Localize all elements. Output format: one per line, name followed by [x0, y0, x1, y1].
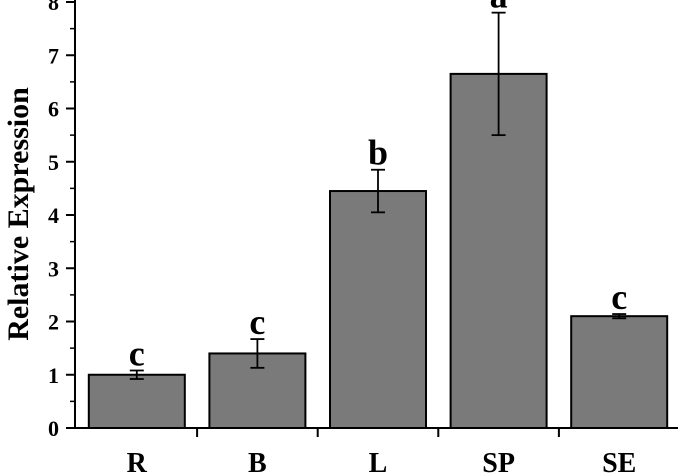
bar-l	[329, 190, 427, 429]
x-axis-ticks: R B L SP SE	[127, 428, 636, 475]
x-tick-label: L	[369, 448, 388, 475]
x-tick-label: R	[127, 448, 148, 475]
x-tick-label: B	[248, 448, 267, 475]
significance-letter: c	[611, 277, 627, 317]
significance-letters: c c b a c	[129, 0, 627, 373]
y-tick-label: 2	[48, 310, 59, 335]
significance-letter: c	[129, 333, 145, 373]
y-tick-label: 8	[48, 0, 59, 15]
y-tick-label: 0	[48, 416, 59, 441]
y-tick-label: 5	[48, 150, 59, 175]
bar-r	[87, 373, 186, 429]
y-tick-label: 3	[48, 256, 59, 281]
x-tick-label: SP	[482, 448, 515, 475]
significance-letter: a	[490, 0, 508, 16]
y-tick-label: 6	[48, 97, 59, 122]
bars	[87, 72, 669, 430]
y-axis-label: Relative Expression	[2, 87, 35, 341]
y-axis-ticks: 0 1 2 3 4 5 6 7 8	[48, 0, 75, 441]
significance-letter: c	[249, 302, 265, 342]
bar-se	[570, 315, 669, 429]
error-bars	[129, 11, 627, 380]
x-tick-label: SE	[602, 448, 636, 475]
significance-letter: b	[368, 133, 388, 173]
y-tick-label: 4	[48, 203, 59, 228]
y-tick-label: 1	[48, 363, 59, 388]
y-tick-label: 7	[48, 43, 59, 68]
